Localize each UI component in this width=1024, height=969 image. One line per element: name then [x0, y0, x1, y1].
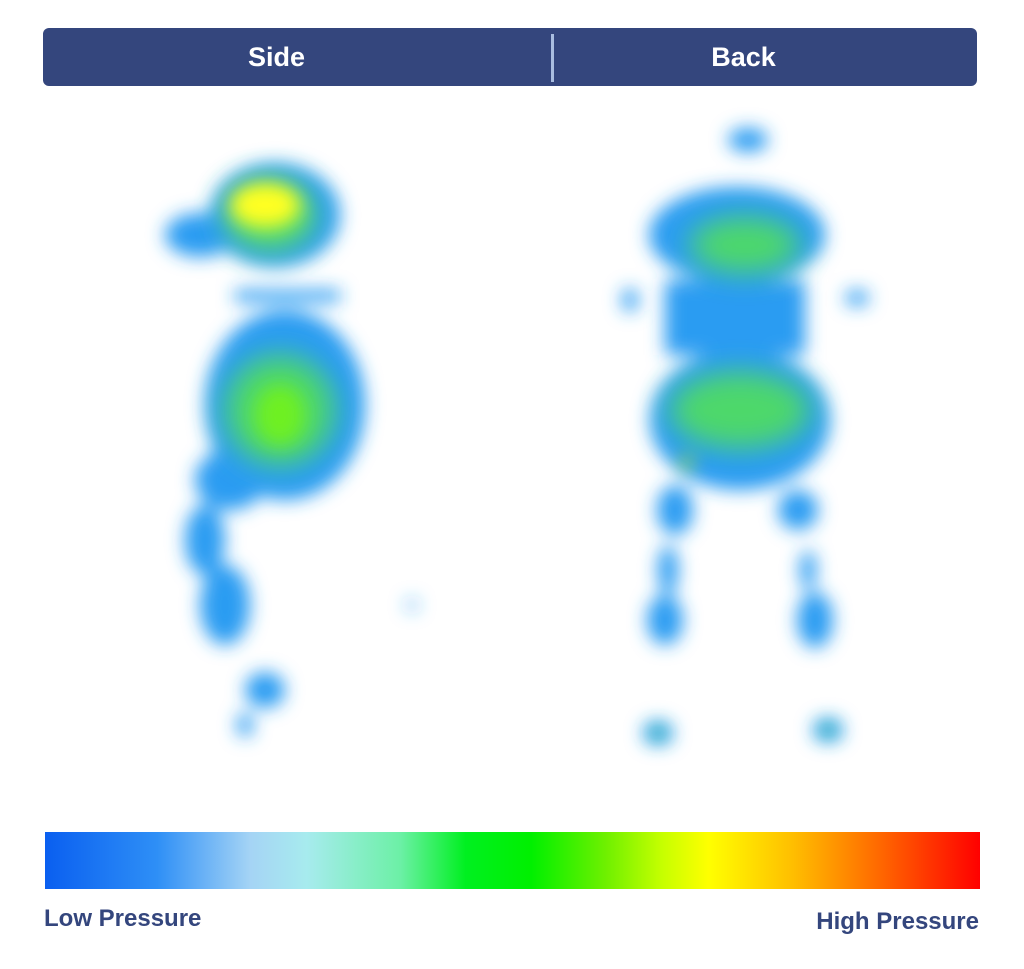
tab-divider	[551, 34, 554, 82]
tab-side[interactable]: Side	[247, 41, 306, 72]
side-pressure-figure	[165, 163, 417, 737]
view-tabs: Side Back	[43, 28, 977, 86]
back-pressure-figure	[622, 128, 869, 745]
high-pressure-label: High Pressure	[816, 908, 979, 935]
pressure-map	[165, 128, 869, 745]
low-pressure-label: Low Pressure	[44, 905, 202, 932]
pressure-color-scale	[45, 832, 980, 889]
tab-back[interactable]: Back	[711, 41, 776, 72]
